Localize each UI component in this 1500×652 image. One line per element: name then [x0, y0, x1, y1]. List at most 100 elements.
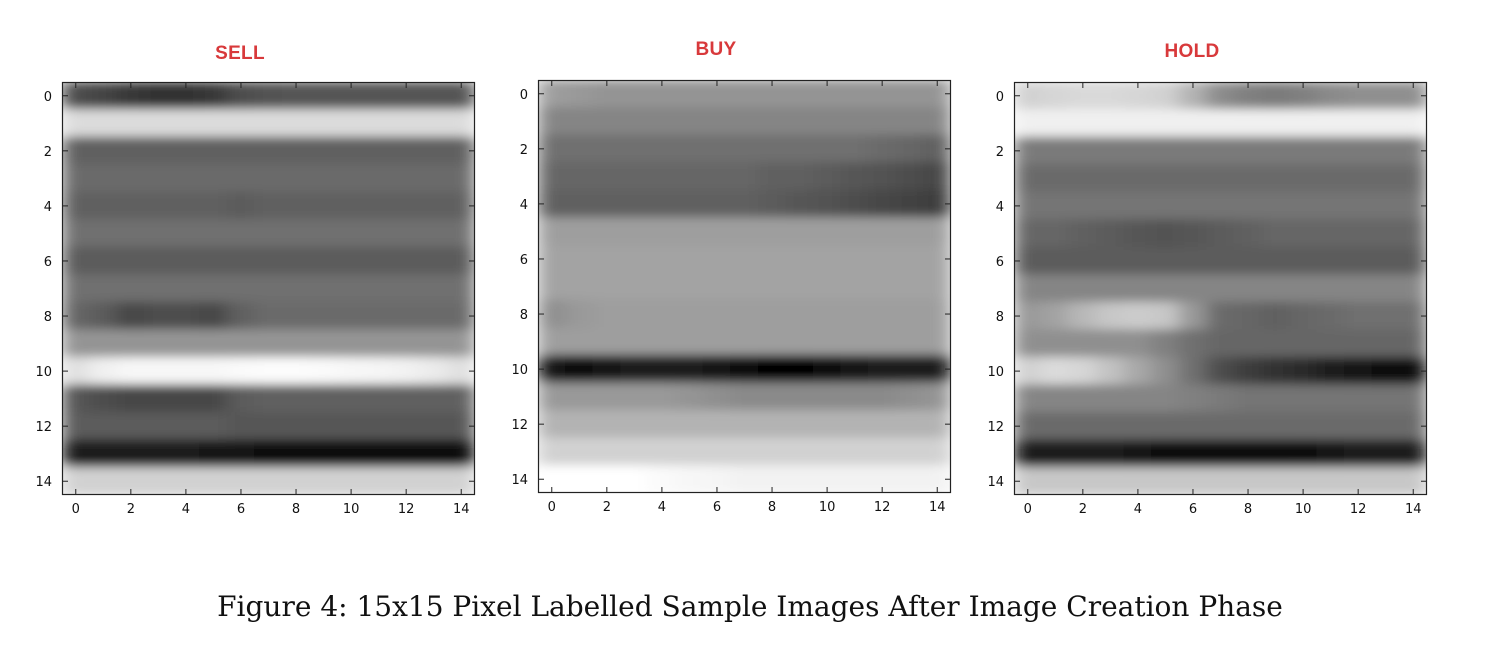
heatmap-cell: [867, 107, 897, 136]
heatmap-cell: [1096, 164, 1125, 193]
heatmap-cell: [144, 109, 173, 138]
heatmap-cell: [538, 217, 567, 246]
heatmap-cell: [730, 299, 759, 329]
heatmap-cell: [1233, 191, 1263, 221]
heatmap-cell: [675, 354, 704, 384]
heatmap-cell: [391, 274, 421, 303]
heatmap-cell: [89, 136, 118, 166]
y-tick-label: 12: [987, 420, 1004, 435]
heatmap-cell: [538, 162, 567, 191]
heatmap-cell: [647, 327, 677, 356]
heatmap-cell: [812, 217, 842, 246]
y-tick-label: 6: [520, 253, 528, 268]
heatmap-cell: [565, 162, 594, 191]
heatmap-cell: [675, 327, 704, 356]
hold-heatmap: 0 2 4 6 8 10 12 14 0 2 4 6 8 10 12 14: [987, 81, 1428, 535]
heatmap-cell: [364, 301, 393, 331]
heatmap-cell: [199, 219, 228, 248]
heatmap-cell: [1151, 411, 1180, 441]
heatmap-cell: [730, 354, 759, 384]
heatmap-cell: [647, 299, 677, 329]
heatmap-cell: [171, 219, 201, 248]
heatmap-cell: [281, 136, 311, 166]
heatmap-cell: [254, 384, 283, 413]
heatmap-cell: [1068, 136, 1098, 166]
heatmap-cell: [620, 189, 649, 219]
heatmap-cell: [1371, 384, 1400, 413]
heatmap-cell: [446, 384, 475, 413]
heatmap-cell: [675, 134, 704, 164]
heatmap-cell: [1233, 136, 1263, 166]
heatmap-cell: [1096, 329, 1125, 358]
heatmap-cell: [1233, 164, 1263, 193]
heatmap-cell: [757, 409, 787, 439]
heatmap-cell: [144, 384, 173, 413]
heatmap-cell: [1068, 329, 1098, 358]
heatmap-cell: [116, 164, 146, 193]
y-tick-label: 12: [35, 420, 52, 435]
heatmap-cell: [1096, 439, 1125, 468]
heatmap-cell: [1316, 82, 1345, 111]
buy-title: BUY: [695, 39, 737, 60]
heatmap-cell: [592, 244, 622, 274]
heatmap-cell: [226, 329, 256, 358]
heatmap-cell: [391, 384, 421, 413]
x-tick-label: 14: [1405, 502, 1422, 517]
caption-text: 15x15 Pixel Labelled Sample Images After…: [356, 590, 1283, 623]
heatmap-cell: [309, 136, 338, 166]
heatmap-cell: [1233, 246, 1263, 276]
heatmap-cell: [867, 134, 897, 164]
heatmap-cell: [620, 382, 649, 411]
y-tick-label: 8: [44, 310, 52, 325]
heatmap-cell: [538, 382, 567, 411]
heatmap-cell: [144, 136, 173, 166]
heatmap-cell: [391, 301, 421, 331]
heatmap-cell: [144, 301, 173, 331]
heatmap-cell: [592, 354, 622, 384]
heatmap-cell: [116, 219, 146, 248]
heatmap-cell: [116, 356, 146, 386]
heatmap-cell: [226, 164, 256, 193]
heatmap-cell: [1096, 274, 1125, 303]
heatmap-cell: [840, 327, 869, 356]
heatmap-cell: [336, 191, 366, 221]
heatmap-cell: [281, 411, 311, 441]
heatmap-cell: [592, 299, 622, 329]
heatmap-cell: [1123, 164, 1153, 193]
heatmap-cell: [226, 136, 256, 166]
heatmap-cell: [620, 134, 649, 164]
heatmap-cell: [1288, 109, 1318, 138]
heatmap-cell: [702, 217, 732, 246]
heatmap-cell: [446, 274, 475, 303]
heatmap-cell: [116, 274, 146, 303]
heatmap-cell: [592, 437, 622, 466]
heatmap-cell: [1068, 384, 1098, 413]
heatmap-cell: [336, 439, 366, 468]
heatmap-cell: [199, 274, 228, 303]
heatmap-cell: [171, 439, 201, 468]
heatmap-cell: [1343, 164, 1373, 193]
heatmap-cell: [1178, 384, 1208, 413]
heatmap-cell: [364, 191, 393, 221]
heatmap-cell: [1316, 219, 1345, 248]
heatmap-cell: [675, 409, 704, 439]
heatmap-cell: [702, 162, 732, 191]
heatmap-cell: [391, 191, 421, 221]
heatmap-cell: [1014, 384, 1043, 413]
heatmap-cell: [812, 299, 842, 329]
heatmap-cell: [647, 272, 677, 301]
heatmap-cell: [1206, 274, 1235, 303]
heatmap-cell: [62, 109, 91, 138]
heatmap-cell: [1261, 82, 1290, 111]
heatmap-cell: [171, 246, 201, 276]
heatmap-cell: [702, 382, 732, 411]
heatmap-cell: [647, 217, 677, 246]
heatmap-cell: [144, 246, 173, 276]
heatmap-cell: [1261, 356, 1290, 386]
heatmap-cell: [1261, 191, 1290, 221]
heatmap-cell: [1178, 219, 1208, 248]
heatmap-cell: [199, 82, 228, 111]
heatmap-cell: [419, 439, 448, 468]
heatmap-cell: [592, 327, 622, 356]
heatmap-cell: [254, 136, 283, 166]
